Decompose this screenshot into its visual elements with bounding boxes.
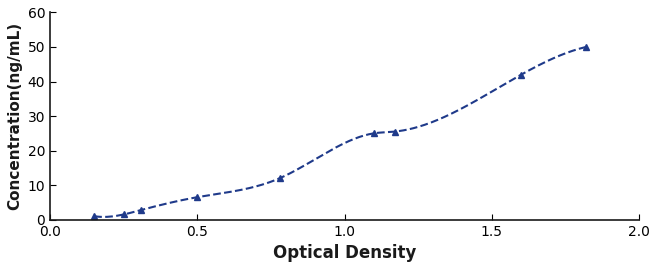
X-axis label: Optical Density: Optical Density xyxy=(273,244,417,262)
Y-axis label: Concentration(ng/mL): Concentration(ng/mL) xyxy=(7,22,22,210)
